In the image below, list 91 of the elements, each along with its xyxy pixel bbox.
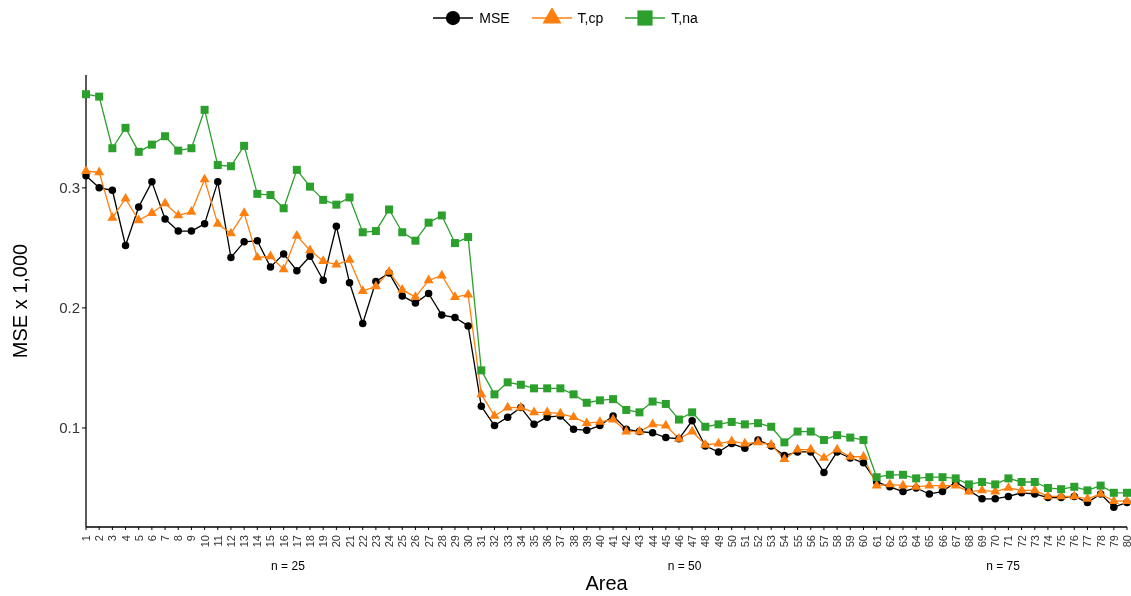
x-tick-label: 37 (554, 535, 567, 548)
x-tick-label: 53 (765, 535, 778, 548)
text: n = 75 (986, 559, 1020, 573)
x-tick-label: 2 (93, 535, 106, 542)
x-tick-label: 23 (369, 535, 382, 548)
x-tick-label: 36 (541, 535, 554, 548)
x-tick-label: 20 (330, 535, 343, 548)
x-tick-label: 58 (831, 535, 844, 548)
x-tick-label: 75 (1055, 535, 1068, 548)
x-tick-label: 41 (607, 535, 620, 548)
x-tick-label: 70 (989, 535, 1002, 548)
x-tick-label: 13 (238, 535, 251, 548)
x-tick-label: 21 (343, 535, 356, 548)
x-tick-label: 59 (844, 535, 857, 548)
x-tick-label: 55 (791, 535, 804, 548)
x-tick-label: 10 (198, 535, 211, 548)
x-tick-label: 4 (119, 535, 132, 542)
x-tick-label: 71 (1002, 535, 1015, 548)
x-tick-label: 65 (923, 535, 936, 548)
x-tick-label: 60 (857, 535, 870, 548)
x-tick-label: 40 (593, 535, 606, 548)
x-tick-label: 12 (224, 535, 237, 548)
x-tick-label: 35 (528, 535, 541, 548)
x-tick-label: 28 (435, 535, 448, 548)
x-tick-label: 30 (462, 535, 475, 548)
x-tick-label: 33 (501, 535, 514, 548)
y-tick-label: 0.2 (59, 299, 80, 317)
x-tick-label: 63 (896, 535, 909, 548)
x-tick-label: 44 (646, 535, 659, 548)
x-tick-label: 67 (949, 535, 962, 548)
x-tick-label: 66 (936, 535, 949, 548)
x-tick-label: 27 (422, 535, 435, 548)
x-tick-label: 46 (672, 535, 685, 548)
x-tick-label: 74 (1041, 535, 1054, 548)
x-tick-label: 39 (580, 535, 593, 548)
x-tick-label: 54 (778, 535, 791, 548)
x-tick-label: 50 (725, 535, 738, 548)
x-tick-label: 48 (699, 535, 712, 548)
x-tick-label: 24 (383, 535, 396, 548)
x-tick-label: 68 (962, 535, 975, 548)
x-tick-label: 1 (80, 535, 92, 542)
x-tick-label: 47 (686, 535, 699, 548)
x-tick-label: 6 (145, 535, 158, 542)
x-tick-label: 26 (409, 535, 422, 548)
x-tick-label: 78 (1094, 535, 1107, 548)
x-tick-label: 64 (910, 535, 923, 548)
x-tick-label: 49 (712, 535, 725, 548)
x-tick-label: 76 (1068, 535, 1081, 548)
x-tick-label: 62 (883, 535, 896, 548)
x-tick-label: 72 (1015, 535, 1028, 548)
y-tick-label: 0.1 (59, 419, 80, 437)
x-tick-label: 31 (475, 535, 488, 548)
x-axis-title: Area (585, 571, 628, 595)
x-tick-label: 29 (448, 535, 461, 548)
x-tick-label: 77 (1081, 535, 1094, 548)
x-tick-label: 34 (514, 535, 527, 548)
y-axis-title: MSE x 1,000 (8, 243, 32, 359)
x-tick-label: 42 (620, 535, 633, 548)
text: n = 50 (667, 559, 702, 573)
legend-label: T,cp (577, 10, 604, 26)
x-tick-label: 52 (752, 535, 765, 548)
x-tick-label: 19 (317, 535, 330, 548)
x-tick-label: 57 (817, 535, 830, 548)
x-tick-label: 61 (870, 535, 883, 548)
text: n = 25 (271, 559, 305, 573)
x-tick-label: 17 (290, 535, 303, 548)
x-tick-label: 51 (738, 535, 751, 548)
x-tick-label: 16 (277, 535, 290, 548)
x-tick-label: 45 (659, 535, 672, 548)
x-tick-label: 7 (159, 535, 172, 542)
x-tick-label: 3 (106, 535, 119, 542)
x-tick-label: 14 (251, 535, 264, 548)
x-tick-label: 80 (1121, 535, 1131, 548)
x-tick-label: 43 (633, 535, 646, 548)
legend-label: MSE (479, 10, 510, 26)
x-tick-label: 22 (356, 535, 369, 548)
x-tick-label: 9 (185, 535, 198, 542)
x-tick-label: 73 (1028, 535, 1041, 548)
x-tick-label: 25 (396, 535, 409, 548)
legend-label: T,na (671, 10, 698, 26)
x-tick-label: 32 (488, 535, 501, 548)
x-tick-label: 11 (211, 535, 224, 547)
x-tick-label: 18 (304, 535, 317, 548)
x-tick-label: 15 (264, 535, 277, 548)
x-tick-label: 79 (1107, 535, 1120, 548)
x-tick-label: 8 (172, 535, 185, 542)
x-tick-label: 38 (567, 535, 580, 548)
x-tick-label: 56 (804, 535, 817, 548)
x-tick-label: 69 (976, 535, 989, 548)
y-tick-label: 0.3 (59, 179, 80, 197)
x-tick-label: 5 (132, 535, 145, 542)
